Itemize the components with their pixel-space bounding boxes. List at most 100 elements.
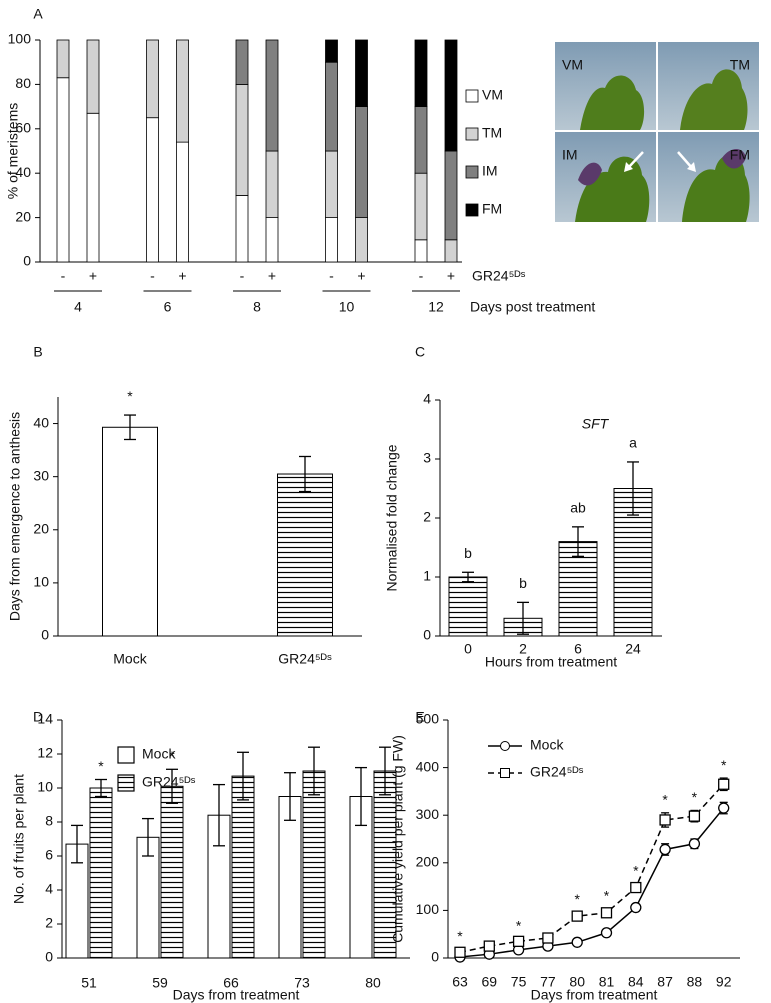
legend-swatch — [465, 165, 479, 179]
x-tick-label: 81 — [599, 974, 615, 990]
x-tick-label: + — [89, 268, 97, 284]
series-line — [459, 783, 725, 954]
bar-segment — [86, 39, 100, 114]
x-tick-label: 59 — [152, 975, 168, 991]
panel-label: D — [33, 709, 43, 725]
series-line — [459, 807, 725, 958]
bar — [102, 426, 158, 637]
bar-segment — [265, 39, 279, 152]
x-tick-label: 77 — [540, 974, 556, 990]
x-tick-label: + — [357, 268, 365, 284]
point — [600, 927, 613, 939]
y-axis-title: % of meristems — [5, 103, 21, 199]
significance-label: * — [169, 748, 175, 764]
y-tick-label: 10 — [33, 574, 49, 590]
bar-segment — [56, 39, 70, 79]
panel-label: A — [33, 6, 43, 22]
image-label: VM — [562, 57, 583, 73]
bar-segment — [235, 194, 249, 263]
bar-segment — [325, 61, 338, 152]
legend-label: FM — [482, 201, 502, 217]
meristem — [722, 149, 746, 169]
y-tick-label: 4 — [423, 391, 431, 407]
group-title: Days post treatment — [470, 299, 595, 315]
bar-segment — [414, 239, 428, 263]
bar-segment — [444, 39, 458, 152]
arrow — [687, 162, 696, 172]
y-axis-title: No. of fruits per plant — [11, 774, 27, 904]
y-tick-label: 20 — [15, 208, 31, 224]
legend-label: VM — [482, 87, 503, 103]
x-axis-title: Hours from treatment — [485, 654, 617, 670]
y-tick-label: 80 — [15, 75, 31, 91]
bar-segment — [265, 217, 279, 263]
x-tick-label: 2 — [519, 641, 527, 657]
bar-segment — [176, 39, 189, 143]
significance-label: * — [721, 757, 727, 773]
y-tick-label: 500 — [416, 711, 440, 727]
x-tick-label: 80 — [569, 974, 585, 990]
y-tick-label: 2 — [423, 509, 431, 525]
bar-segment — [176, 141, 189, 263]
meristem-images — [555, 42, 759, 222]
arrow — [627, 151, 644, 169]
point — [600, 907, 613, 919]
bar-segment — [414, 106, 428, 174]
x-tick-label: 0 — [464, 641, 472, 657]
x-tick-label: - — [419, 268, 424, 284]
y-tick-label: 40 — [33, 414, 49, 430]
x-tick-label: 69 — [482, 974, 498, 990]
y-tick-label: 4 — [45, 881, 53, 897]
bar-segment — [444, 150, 458, 241]
x-tick-label: 84 — [628, 974, 644, 990]
x-tick-label: 80 — [365, 975, 381, 991]
bar-segment — [86, 112, 100, 263]
legend-swatch — [465, 89, 479, 103]
bar-segment — [146, 117, 159, 263]
bar-segment — [355, 217, 368, 263]
point — [630, 881, 642, 894]
significance-label: * — [98, 758, 104, 774]
bar-segment — [325, 217, 338, 263]
point — [659, 843, 671, 856]
x-tick-label: + — [178, 268, 186, 284]
bar-segment — [265, 150, 279, 218]
legend-swatch — [465, 203, 479, 217]
significance-label: * — [662, 792, 668, 808]
legend-label: TM — [482, 125, 502, 141]
point — [454, 946, 466, 958]
significance-label: * — [692, 789, 698, 805]
point — [688, 838, 701, 850]
group-label: 8 — [253, 299, 261, 315]
legend-label: Mock — [142, 746, 176, 762]
arrow — [624, 162, 633, 172]
bar — [558, 541, 598, 637]
meristem — [680, 69, 748, 130]
arrow — [677, 151, 693, 169]
legend-marker — [500, 768, 510, 778]
y-tick-label: 200 — [416, 854, 440, 870]
group-label: 10 — [339, 299, 355, 315]
bar-segment — [414, 172, 428, 241]
y-tick-label: 0 — [41, 627, 49, 643]
y-tick-label: 10 — [37, 779, 53, 795]
significance-label: * — [516, 918, 522, 934]
group-label: 4 — [74, 299, 82, 315]
bar-segment — [235, 84, 249, 196]
bar-segment — [444, 239, 458, 263]
y-tick-label: 2 — [45, 915, 53, 931]
x-axis-title: Days from treatment — [173, 987, 300, 1003]
point — [688, 810, 701, 822]
significance-label: b — [519, 575, 527, 591]
point — [542, 932, 554, 944]
significance-label: * — [633, 862, 639, 878]
x-tick-label: 75 — [511, 974, 527, 990]
panel-label: C — [415, 344, 425, 360]
meristem — [682, 154, 750, 222]
y-axis-title: Cumulative yield per plant (g FW) — [390, 735, 406, 943]
legend-swatch — [117, 774, 135, 792]
bar — [231, 775, 255, 959]
y-tick-label: 60 — [15, 120, 31, 136]
legend-marker — [500, 741, 510, 751]
bar — [89, 787, 113, 959]
